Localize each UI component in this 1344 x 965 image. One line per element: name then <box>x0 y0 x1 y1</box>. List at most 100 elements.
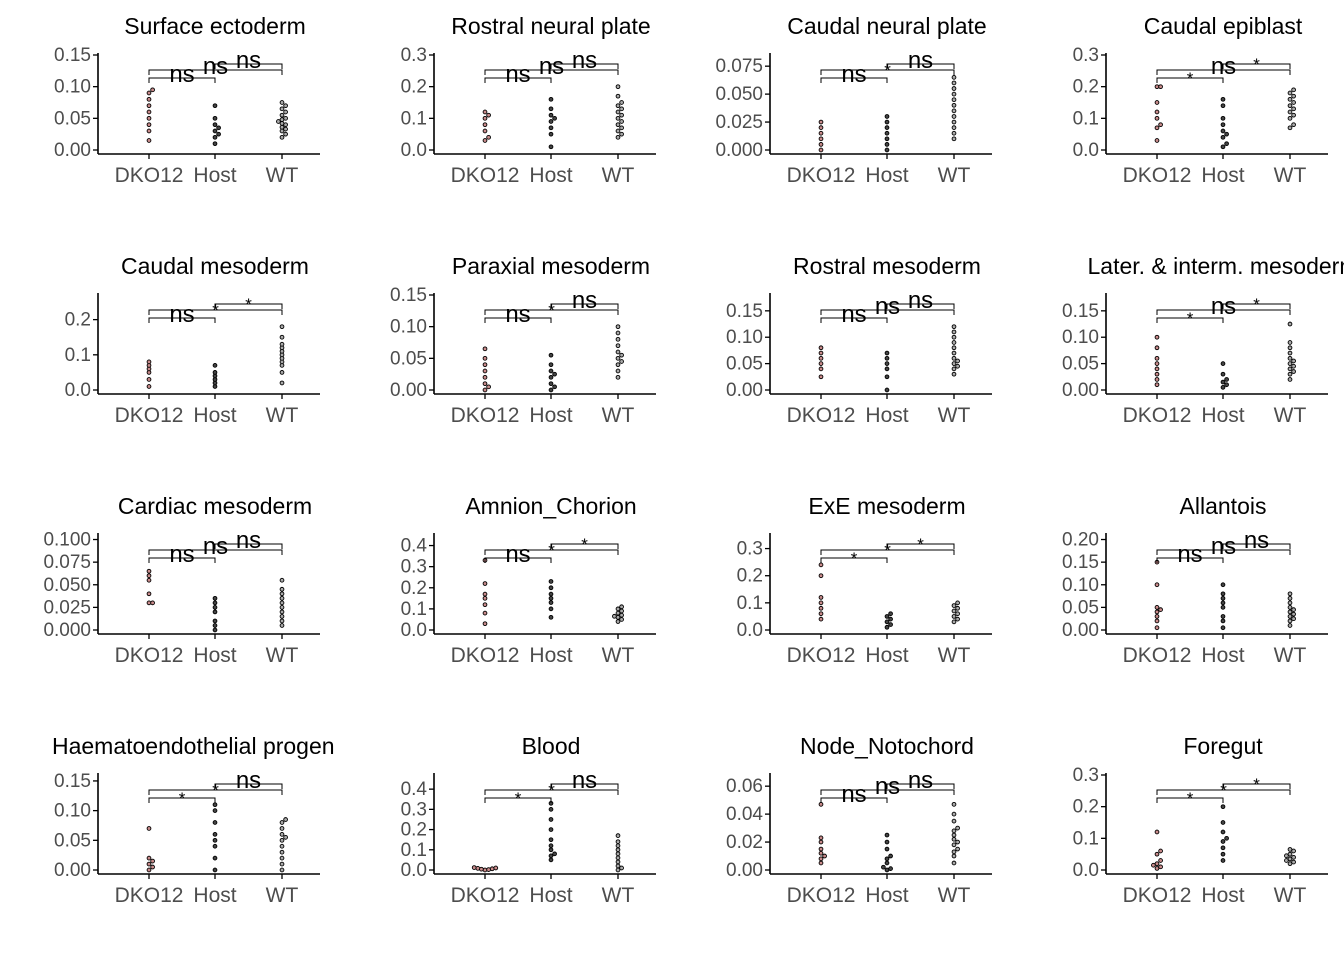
data-point <box>616 356 620 360</box>
y-tick-label: 0.025 <box>43 597 91 618</box>
y-tick-label: 0.050 <box>715 84 763 105</box>
data-point <box>620 866 624 870</box>
data-point <box>952 802 956 806</box>
data-point <box>1221 846 1225 850</box>
y-tick-label: 0.05 <box>54 108 91 129</box>
data-point <box>1221 619 1225 623</box>
data-point <box>819 563 823 567</box>
data-point <box>616 325 620 329</box>
y-tick-label: 0.4 <box>401 779 428 800</box>
data-point <box>1155 367 1159 371</box>
data-point <box>956 364 960 368</box>
y-tick-label: 0.000 <box>43 620 91 641</box>
y-tick-label: 0.05 <box>726 354 763 375</box>
data-point <box>620 101 624 105</box>
data-point <box>213 596 217 600</box>
data-point <box>472 866 476 870</box>
data-point <box>952 833 956 837</box>
y-tick-label: 0.2 <box>65 310 91 331</box>
data-point <box>280 101 284 105</box>
data-point <box>1292 123 1296 127</box>
data-point <box>487 135 491 139</box>
y-tick-label: 0.00 <box>390 380 427 401</box>
data-point <box>819 840 823 844</box>
comparison-label: ns <box>169 301 194 328</box>
data-point <box>620 605 624 609</box>
data-point <box>616 94 620 98</box>
comparison-label: ns <box>505 541 530 568</box>
x-tick-label: Host <box>1201 404 1244 427</box>
data-point <box>616 840 620 844</box>
data-point <box>483 582 487 586</box>
data-point <box>819 131 823 135</box>
data-point <box>1292 107 1296 111</box>
data-point <box>956 612 960 616</box>
data-point <box>1221 859 1225 863</box>
data-point <box>885 115 889 119</box>
comparison-label: ns <box>236 527 261 554</box>
data-point <box>1155 110 1159 114</box>
data-point <box>952 137 956 141</box>
comparison-label: * <box>245 295 252 314</box>
y-tick-label: 0.000 <box>715 140 763 161</box>
comparison-label: ns <box>169 541 194 568</box>
y-tick-label: 0.1 <box>65 345 91 366</box>
y-tick-label: 0.2 <box>1073 77 1099 98</box>
data-point <box>1288 601 1292 605</box>
data-point <box>1225 142 1229 146</box>
comparison-label: ns <box>505 61 530 88</box>
comparison-label: * <box>851 549 858 568</box>
comparison-label: * <box>581 535 588 554</box>
data-point <box>280 381 284 385</box>
data-point <box>151 601 155 605</box>
data-point <box>819 126 823 130</box>
data-point <box>147 569 151 573</box>
data-point <box>952 837 956 841</box>
data-point <box>1292 101 1296 105</box>
data-point <box>1292 612 1296 616</box>
data-point <box>280 107 284 111</box>
data-point <box>553 852 557 856</box>
data-point <box>1292 855 1296 859</box>
data-point <box>620 126 624 130</box>
y-tick-label: 0.2 <box>401 77 427 98</box>
data-point <box>1221 380 1225 384</box>
data-point <box>280 125 284 129</box>
panel-title: Allantois <box>1180 493 1267 519</box>
chart-panel: Cardiac mesoderm0.0000.0250.0500.0750.10… <box>43 493 320 667</box>
x-tick-label: Host <box>1201 164 1244 187</box>
data-point <box>280 850 284 854</box>
comparison-label: ns <box>841 61 866 88</box>
data-point <box>1221 852 1225 856</box>
data-point <box>213 868 217 872</box>
data-point <box>952 351 956 355</box>
data-point <box>616 129 620 133</box>
data-point <box>1292 113 1296 117</box>
data-point <box>213 135 217 139</box>
data-point <box>1221 840 1225 844</box>
y-tick-label: 0.15 <box>1062 552 1099 573</box>
comparison-label: ns <box>505 301 530 328</box>
x-tick-label: Host <box>529 644 572 667</box>
data-point <box>952 372 956 376</box>
data-point <box>494 866 498 870</box>
data-point <box>147 116 151 120</box>
x-tick-label: WT <box>1274 404 1307 427</box>
data-point <box>549 113 553 117</box>
data-point <box>213 129 217 133</box>
y-tick-label: 0.06 <box>726 776 763 797</box>
data-point <box>280 827 284 831</box>
data-point <box>1288 848 1292 852</box>
y-tick-label: 0.10 <box>390 317 427 338</box>
data-point <box>1221 615 1225 619</box>
data-point <box>956 847 960 851</box>
data-point <box>147 123 151 127</box>
comparison-label: ns <box>908 47 933 74</box>
data-point <box>280 592 284 596</box>
data-point <box>1155 610 1159 614</box>
y-tick-label: 0.10 <box>1062 575 1099 596</box>
